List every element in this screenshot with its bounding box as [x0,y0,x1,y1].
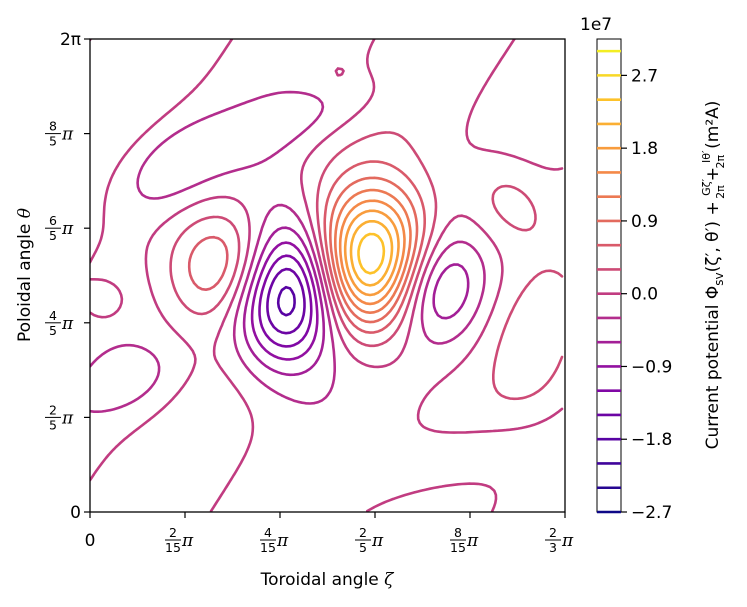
tick-denominator: 5 [49,417,57,432]
contour-level-line [187,160,426,334]
colorbar-tick-label: 0.9 [631,212,658,232]
colorbar-tick-label: 2.7 [631,66,658,86]
tick-pi: π [181,531,194,551]
tick-label-text: 0 [85,531,96,551]
tick-label: 65 π [45,213,74,243]
colorbar-frame [596,38,622,513]
tick-denominator: 15 [450,540,466,555]
tick-pi: π [61,125,74,145]
tick-denominator: 5 [49,134,57,149]
colorbar-tick-label: −2.7 [631,503,672,523]
tick-denominator: 15 [260,540,276,555]
tick-label-text: 2π [60,30,81,50]
colorbar-level-lines [597,49,621,514]
tick-label: 815 π [450,525,479,555]
contour-level-line [169,131,564,401]
tick-denominator: 15 [165,540,181,555]
tick-numerator: 2 [49,402,57,417]
colorbar-exponent: 1e7 [580,15,612,35]
tick-label: 85 π [45,119,74,149]
tick-pi: π [371,531,384,551]
tick-label: 25 π [45,402,74,432]
contour-level-line [338,199,406,306]
colorbar-tick-label: 1.8 [631,139,658,159]
contour-level-line [266,267,306,335]
tick-pi: π [466,531,479,551]
colorbar-tick-label: −0.9 [631,357,672,377]
tick-numerator: 4 [264,525,272,540]
tick-numerator: 2 [549,525,557,540]
contour-level-line [90,90,486,413]
y-ticks: 025 π45 π65 π85 π2π [45,30,90,523]
tick-numerator: 8 [49,119,57,134]
y-axis-label: Poloidal angle θ [15,208,35,342]
colorbar: 2.7 1.8 0.9 0.0 −0.9 −1.8 −2.7 1e7 Current pot… [580,15,727,523]
contour-level-line [250,241,319,361]
colorbar-label: Current potential Φsv(ζ′, θ′) + Gζ′2π+Iθ… [700,101,727,450]
x-ticks: 0 215 π 415 π 25 π 815 π 23 π [85,512,574,555]
contour-level-line [258,254,313,348]
contour-lines [90,39,564,512]
tick-numerator: 8 [454,525,462,540]
tick-pi: π [276,531,289,551]
tick-label-text: 0 [70,503,81,523]
contour-level-line [334,188,412,314]
tick-denominator: 5 [49,228,57,243]
tick-label: 25 π [355,525,384,555]
contour-level-line [276,285,296,317]
x-axis-label: Toroidal angle ζ [260,570,396,590]
contour-level-line [349,220,394,287]
plot-frame [89,38,566,513]
contour-level-line [329,176,419,324]
tick-denominator: 5 [359,540,367,555]
tick-denominator: 3 [549,540,557,555]
tick-label: 0 [85,531,96,551]
colorbar-ticks: 2.7 1.8 0.9 0.0 −0.9 −1.8 −2.7 [621,66,672,523]
tick-pi: π [61,314,74,334]
tick-label: 45 π [45,308,74,338]
contour-level-line [357,232,386,275]
tick-numerator: 2 [359,525,367,540]
colorbar-tick-label: −1.8 [631,430,672,450]
colorbar-tick-label: 0.0 [631,285,658,305]
tick-label: 415 π [260,525,289,555]
tick-pi: π [561,531,574,551]
tick-numerator: 4 [49,308,57,323]
contour-level-line [242,226,470,377]
contour-level-line [90,39,564,512]
tick-label: 2π [60,30,81,50]
tick-label: 0 [70,503,81,523]
contour-level-line [343,209,400,297]
tick-numerator: 6 [49,213,57,228]
tick-label: 23 π [545,525,574,555]
tick-pi: π [61,219,74,239]
tick-numerator: 2 [169,525,177,540]
tick-pi: π [61,408,74,428]
tick-denominator: 5 [49,323,57,338]
tick-label: 215 π [165,525,194,555]
